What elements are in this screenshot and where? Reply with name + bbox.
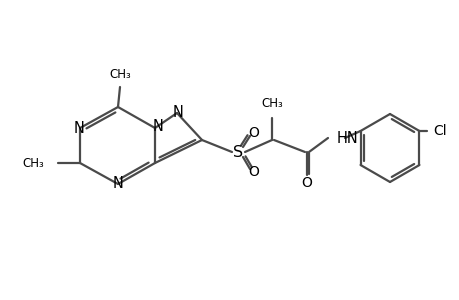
Text: N: N <box>112 176 123 191</box>
Text: CH₃: CH₃ <box>109 68 131 81</box>
Text: Cl: Cl <box>432 124 446 138</box>
Text: O: O <box>248 165 259 179</box>
Text: N: N <box>152 118 163 134</box>
Text: CH₃: CH₃ <box>22 157 44 169</box>
Text: N: N <box>172 104 183 119</box>
Text: N: N <box>73 121 84 136</box>
Text: O: O <box>301 176 312 190</box>
Text: CH₃: CH₃ <box>261 97 282 110</box>
Text: S: S <box>232 145 242 160</box>
Text: O: O <box>248 126 259 140</box>
Text: HN: HN <box>336 130 358 146</box>
